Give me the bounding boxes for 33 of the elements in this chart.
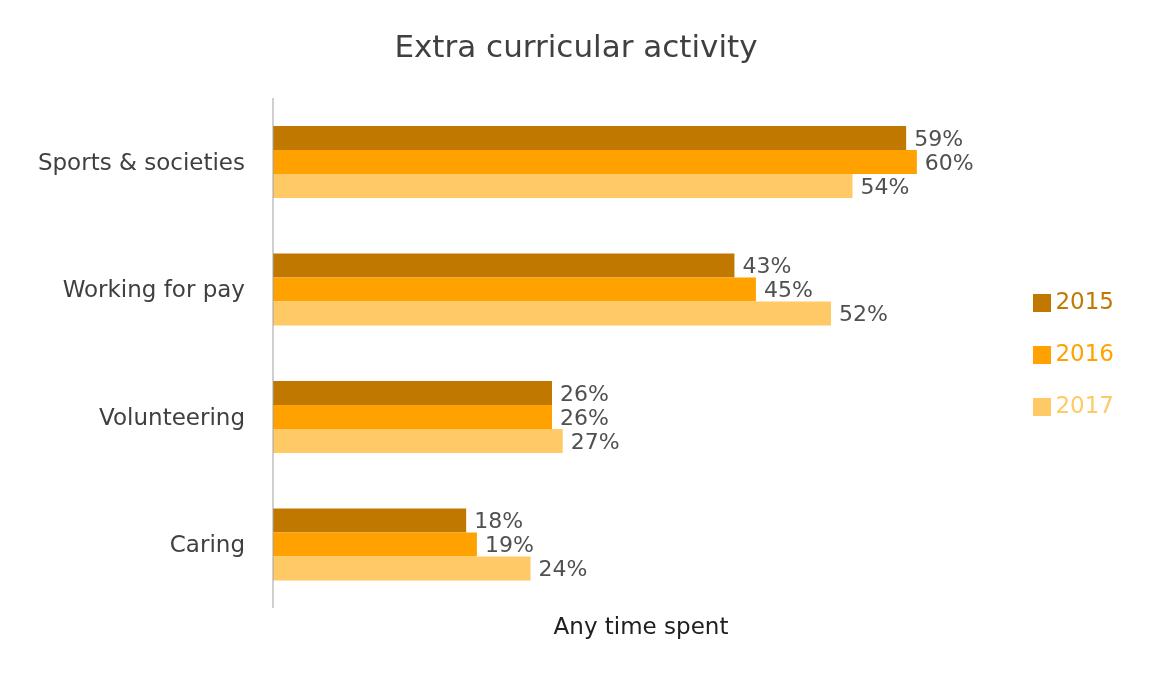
bar (273, 253, 735, 278)
data-label: 43% (742, 253, 792, 279)
data-label: 19% (484, 532, 534, 558)
bar (273, 405, 553, 430)
bar (273, 532, 477, 557)
bar (273, 508, 467, 533)
data-label: 26% (560, 380, 609, 406)
legend-label: 2017 (1055, 392, 1114, 418)
data-label: 54% (860, 173, 910, 199)
bar (273, 277, 756, 302)
y-tick-label: Working for pay (62, 276, 245, 303)
x-axis-title: Any time spent (552, 613, 730, 639)
bar (273, 556, 531, 581)
bar (273, 126, 907, 151)
y-tick-label: Caring (169, 531, 245, 558)
legend-label: 2015 (1055, 288, 1114, 314)
bar (273, 174, 853, 199)
y-tick-label: Sports & societies (37, 148, 245, 175)
data-label: 45% (763, 277, 813, 303)
data-label: 52% (839, 301, 888, 327)
bar (273, 429, 563, 454)
data-label: 27% (570, 428, 620, 454)
y-tick-label: Volunteering (99, 403, 245, 430)
bar (273, 381, 553, 406)
data-label: 24% (538, 556, 588, 582)
chart-title: Extra curricular activity (393, 27, 759, 66)
data-label: 26% (560, 404, 609, 430)
data-label: 18% (474, 508, 524, 534)
legend-label: 2016 (1055, 340, 1114, 366)
bar (273, 301, 832, 326)
data-label: 60% (924, 149, 974, 175)
bar (273, 150, 917, 175)
data-label: 59% (914, 125, 964, 151)
